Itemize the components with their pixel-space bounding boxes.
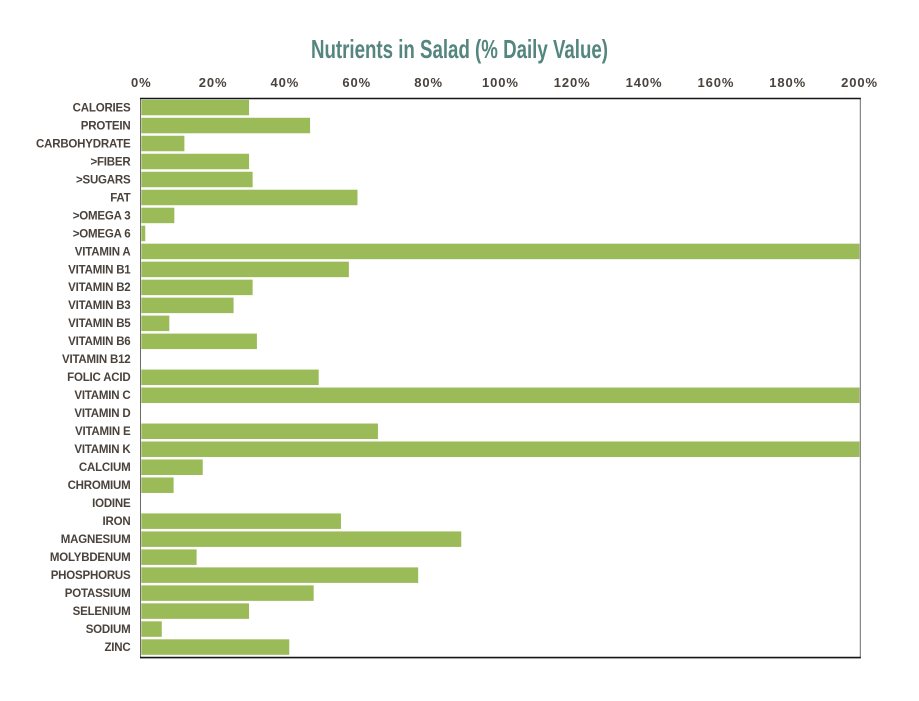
svg-text:MAGNESIUM: MAGNESIUM (61, 534, 131, 546)
svg-text:IRON: IRON (103, 516, 131, 528)
svg-text:140%: 140% (626, 75, 663, 90)
svg-text:PHOSPHORUS: PHOSPHORUS (51, 570, 131, 582)
svg-text:FOLIC ACID: FOLIC ACID (67, 372, 130, 384)
svg-text:60%: 60% (342, 75, 371, 90)
svg-text:VITAMIN B12: VITAMIN B12 (62, 354, 131, 366)
svg-text:VITAMIN B5: VITAMIN B5 (68, 318, 131, 330)
svg-text:FAT: FAT (110, 192, 130, 204)
svg-text:40%: 40% (271, 75, 300, 90)
svg-text:MOLYBDENUM: MOLYBDENUM (50, 552, 131, 564)
svg-text:160%: 160% (697, 75, 734, 90)
svg-text:CALORIES: CALORIES (73, 102, 131, 114)
svg-text:VITAMIN C: VITAMIN C (74, 390, 130, 402)
svg-text:Nutrients in Salad (% Daily Va: Nutrients in Salad (% Daily Value) (311, 34, 608, 64)
svg-text:VITAMIN E: VITAMIN E (75, 426, 131, 438)
svg-text:180%: 180% (769, 75, 806, 90)
svg-text:80%: 80% (414, 75, 443, 90)
svg-text:ZINC: ZINC (104, 642, 130, 654)
svg-text:VITAMIN B2: VITAMIN B2 (68, 282, 130, 294)
svg-text:100%: 100% (482, 75, 519, 90)
svg-text:CALCIUM: CALCIUM (79, 462, 131, 474)
svg-text:>OMEGA 6: >OMEGA 6 (73, 228, 131, 240)
svg-text:VITAMIN B6: VITAMIN B6 (68, 336, 130, 348)
svg-text:0%: 0% (131, 75, 152, 90)
svg-text:VITAMIN A: VITAMIN A (75, 246, 131, 258)
svg-text:POTASSIUM: POTASSIUM (65, 588, 131, 600)
svg-text:IODINE: IODINE (92, 498, 131, 510)
svg-text:>SUGARS: >SUGARS (76, 174, 131, 186)
svg-text:>FIBER: >FIBER (90, 156, 131, 168)
svg-text:VITAMIN B1: VITAMIN B1 (68, 264, 131, 276)
svg-text:VITAMIN B3: VITAMIN B3 (68, 300, 130, 312)
svg-text:20%: 20% (199, 75, 228, 90)
svg-text:VITAMIN K: VITAMIN K (74, 444, 131, 456)
svg-text:SELENIUM: SELENIUM (73, 606, 131, 618)
svg-text:PROTEIN: PROTEIN (81, 120, 131, 132)
svg-text:SODIUM: SODIUM (86, 624, 131, 636)
svg-text:>OMEGA 3: >OMEGA 3 (73, 210, 131, 222)
svg-text:CHROMIUM: CHROMIUM (68, 480, 131, 492)
svg-text:200%: 200% (841, 75, 878, 90)
svg-text:CARBOHYDRATE: CARBOHYDRATE (36, 138, 131, 150)
svg-text:120%: 120% (554, 75, 591, 90)
svg-text:VITAMIN D: VITAMIN D (74, 408, 130, 420)
